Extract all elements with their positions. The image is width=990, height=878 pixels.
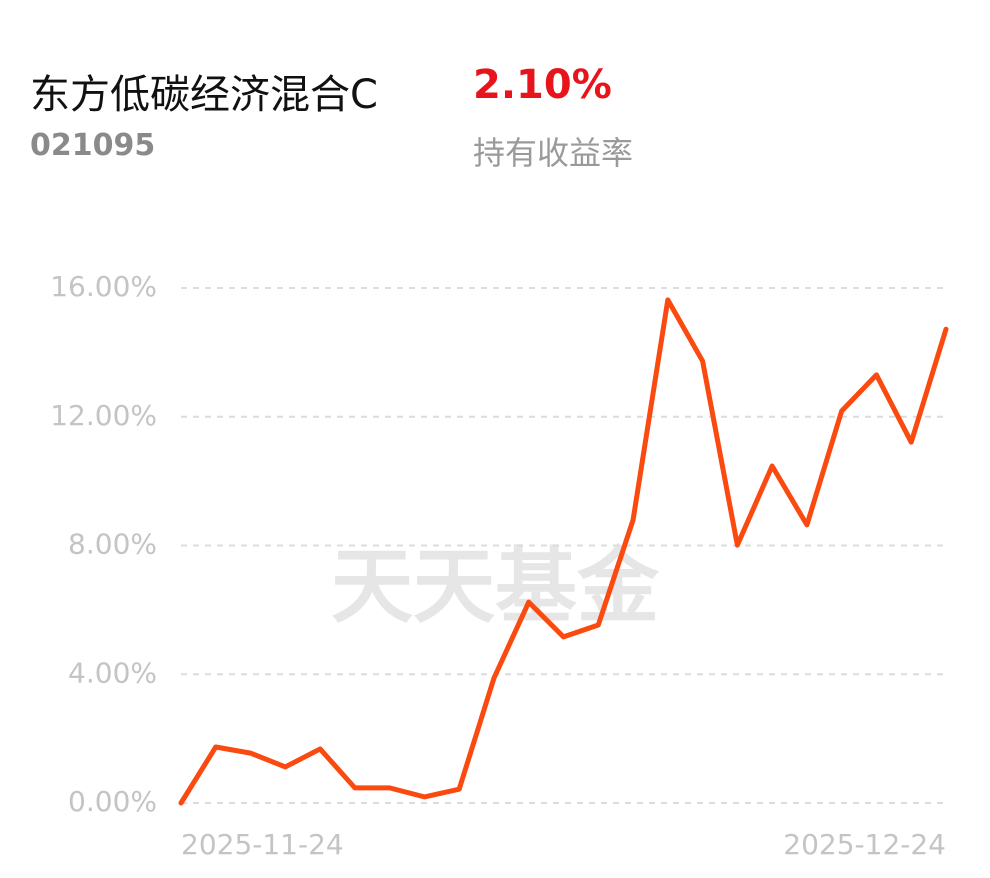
return-value: 2.10% xyxy=(473,62,612,108)
fund-name: 东方低碳经济混合C xyxy=(30,72,378,118)
y-tick-label: 0.00% xyxy=(68,785,157,818)
line xyxy=(178,297,949,806)
y-tick-label: 12.00% xyxy=(50,399,157,432)
y-tick-label: 8.00% xyxy=(68,528,157,561)
y-tick-label: 16.00% xyxy=(50,270,157,303)
return-label: 持有收益率 xyxy=(473,134,634,172)
x-tick-label: 2025-11-24 xyxy=(181,828,344,861)
fund-code: 021095 xyxy=(30,128,156,163)
x-tick-label: 2025-12-24 xyxy=(783,828,946,861)
y-tick-label: 4.00% xyxy=(68,656,157,689)
watermark: 天天基金 xyxy=(331,539,660,634)
